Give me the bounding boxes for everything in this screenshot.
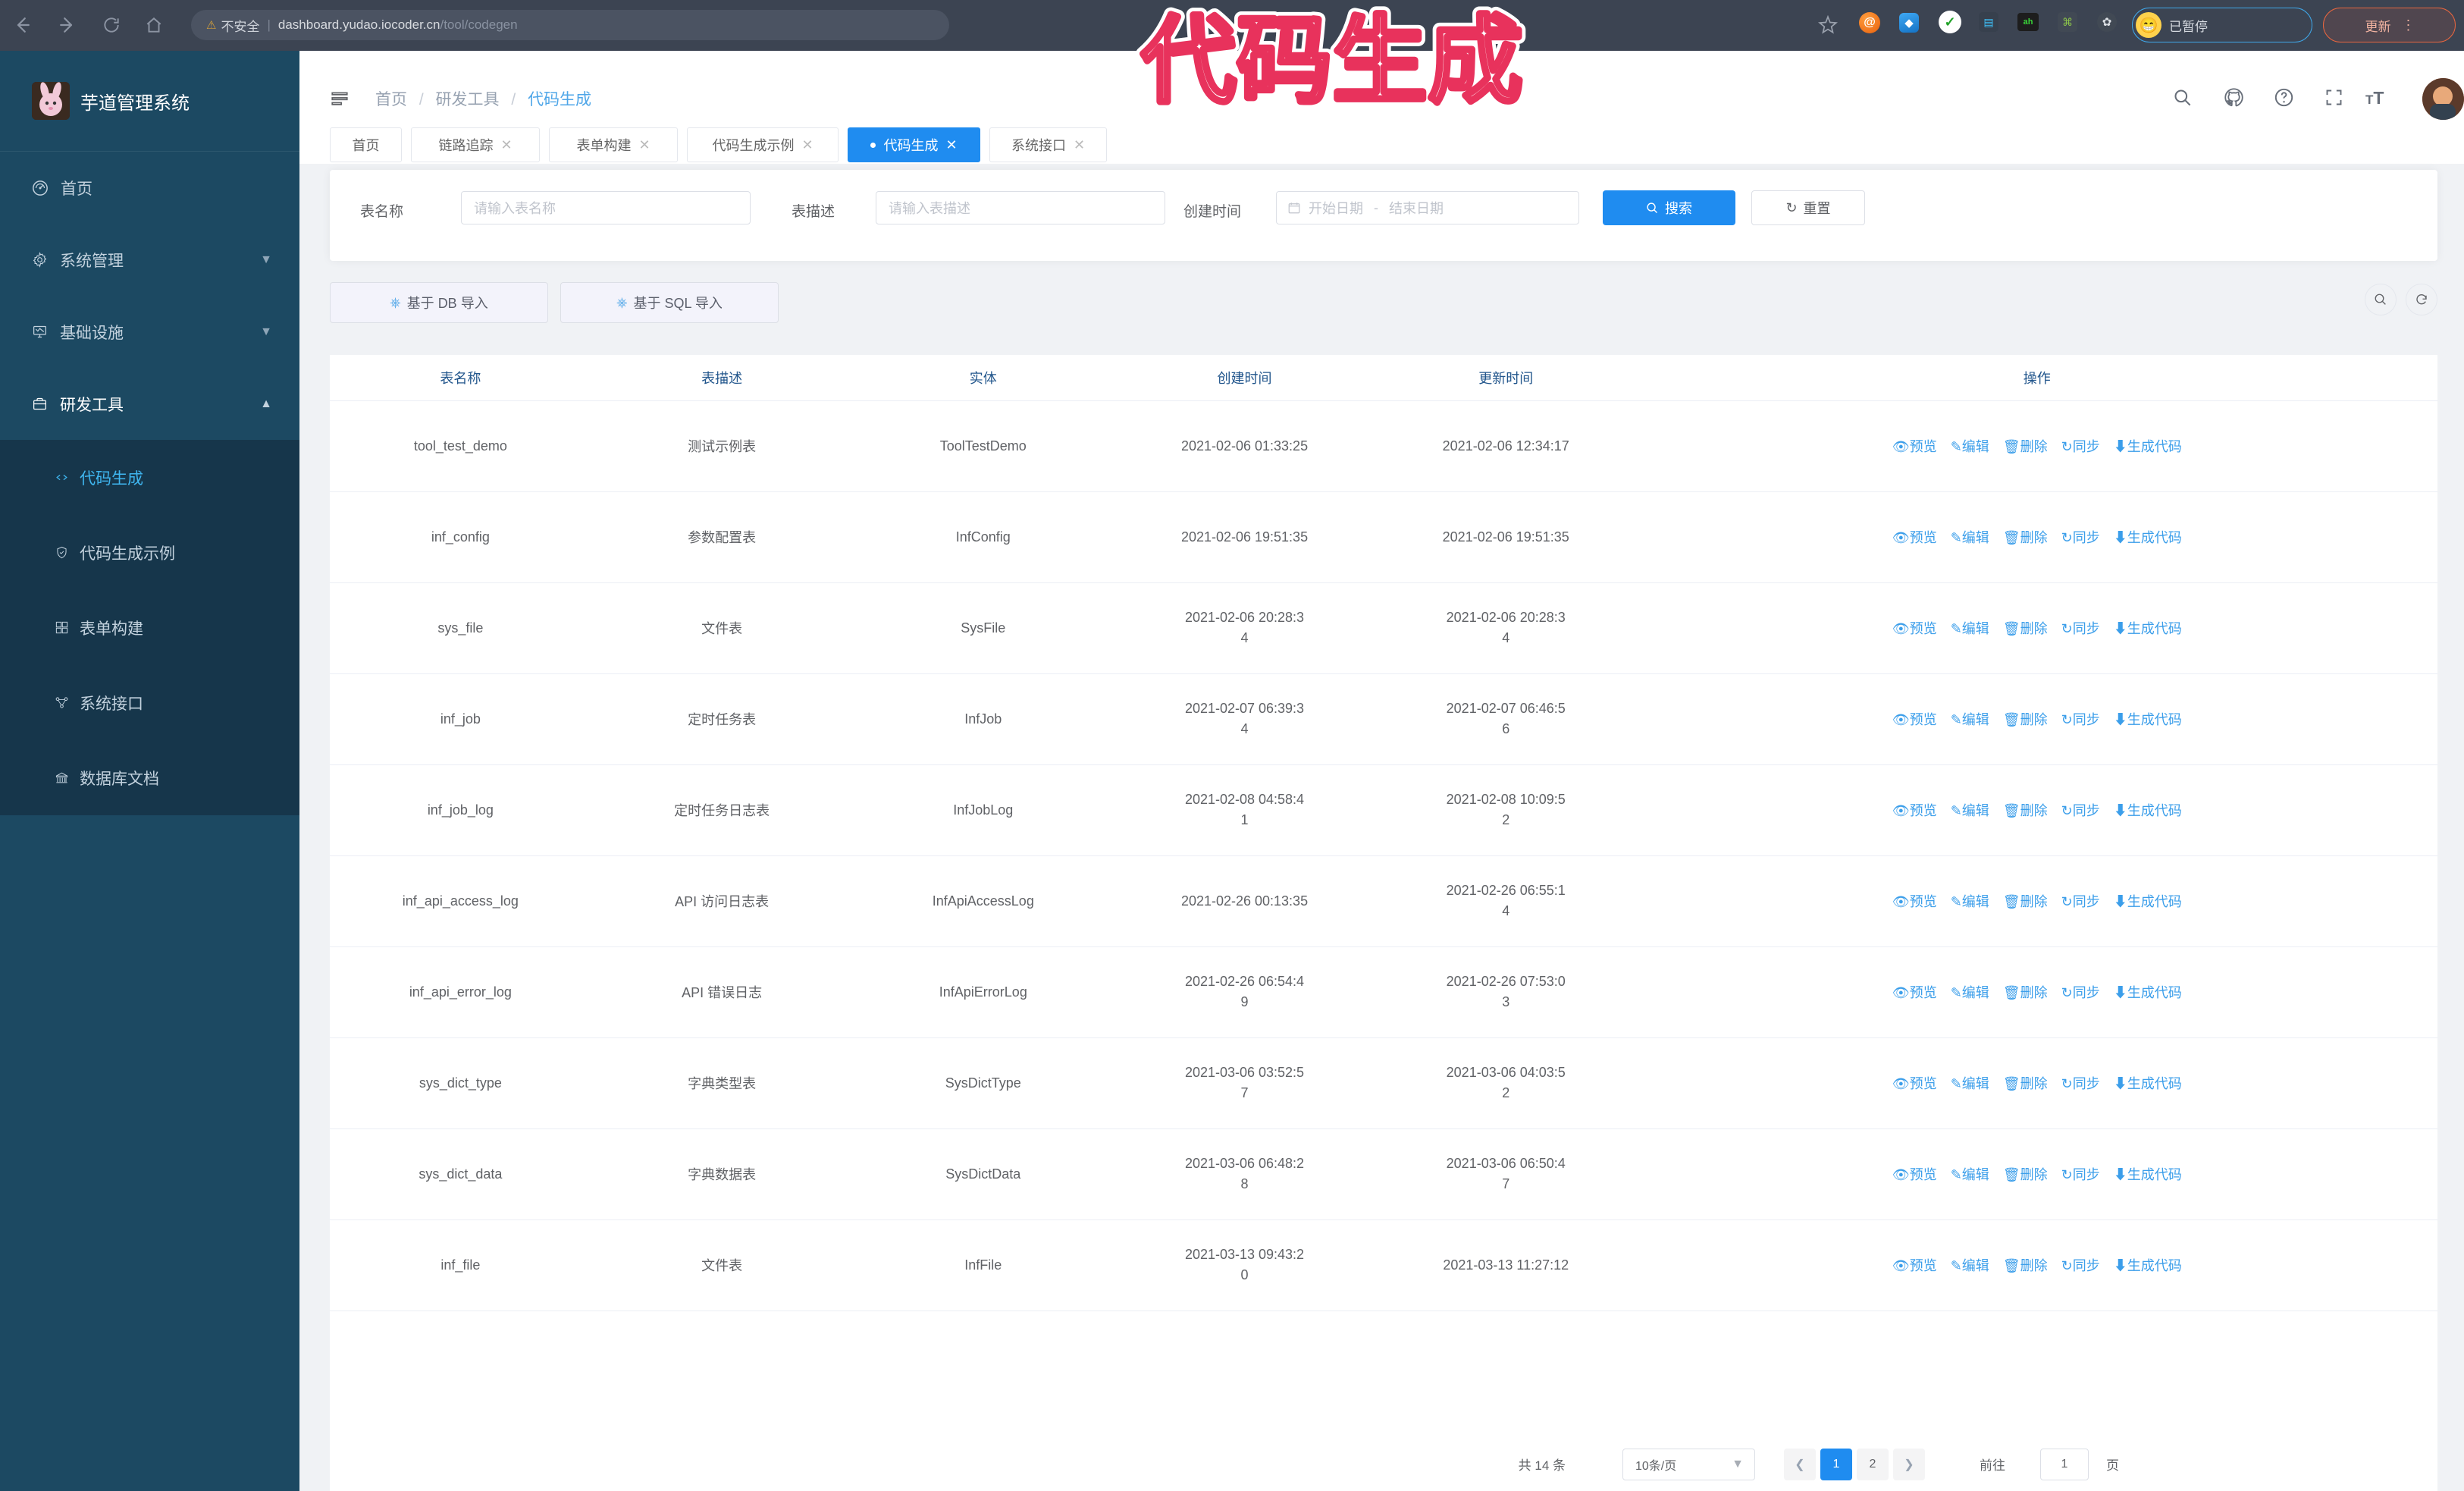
svg-text:代码生成: 代码生成: [1140, 8, 1523, 115]
